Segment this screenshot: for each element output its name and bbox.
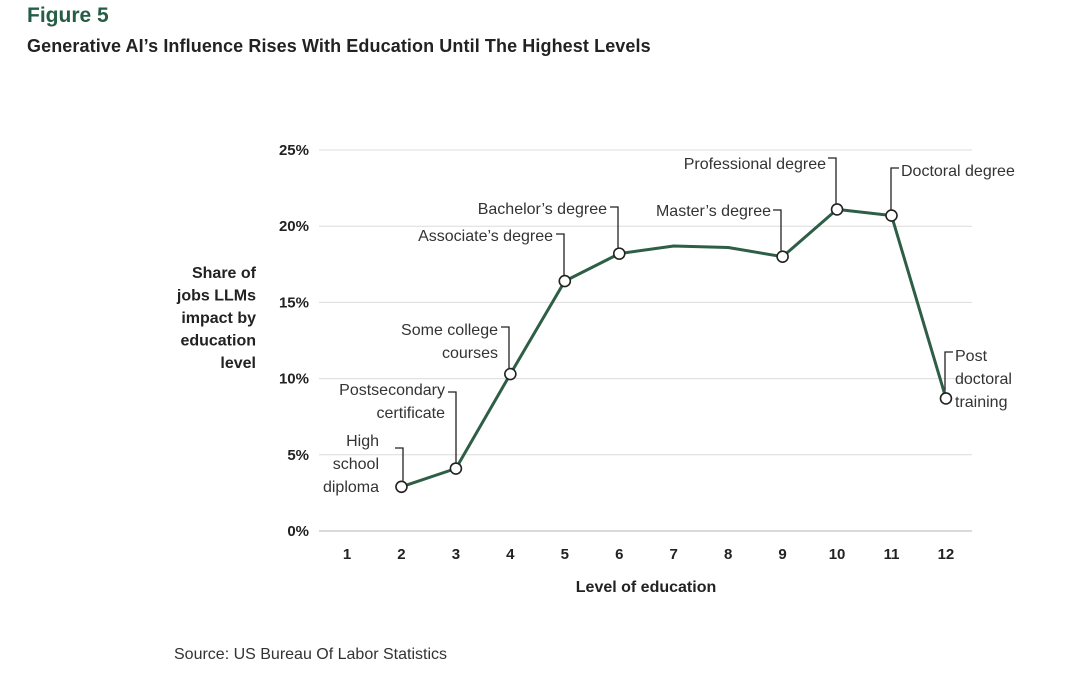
annotation-leader	[890, 167, 899, 210]
y-tick-label: 5%	[287, 447, 309, 464]
annotation-label: Professional degree	[684, 156, 826, 173]
x-tick-label: 4	[506, 546, 515, 563]
annotation-leader	[448, 391, 457, 463]
annotation-label: certificate	[377, 405, 446, 422]
annotation-leader	[944, 351, 953, 393]
y-tick-label: 25%	[279, 142, 309, 159]
x-tick-label: 5	[561, 546, 569, 563]
annotation-label: school	[333, 456, 379, 473]
annotation-label: Bachelor’s degree	[478, 201, 607, 218]
annotation-label: Some college	[401, 322, 498, 339]
y-tick-label: 0%	[287, 523, 309, 540]
y-tick-label: 15%	[279, 294, 309, 311]
y-axis-label-line: level	[220, 355, 256, 372]
annotation-leader	[395, 447, 404, 481]
annotation-label: Master’s degree	[656, 203, 771, 220]
x-tick-label: 1	[343, 546, 351, 563]
annotation-label: Postsecondary	[339, 382, 445, 399]
data-point-marker	[504, 367, 517, 381]
annotations: High school diploma Postsecondary certificat…	[323, 156, 1015, 496]
data-point-marker	[612, 247, 626, 260]
annotation-leaders	[395, 157, 953, 481]
x-tick-label: 10	[829, 546, 846, 563]
y-axis-label-line: Share of	[192, 265, 257, 282]
y-tick-label: 10%	[279, 371, 309, 388]
series-line	[399, 207, 948, 489]
annotation-label: Post	[955, 348, 988, 365]
x-axis-ticks: 1 2 3 4 5 6 7 8 9 10 11 12	[343, 546, 954, 563]
y-axis-label-line: impact by	[181, 310, 256, 327]
annotation-label: training	[955, 394, 1007, 411]
y-axis-ticks: 0% 5% 10% 15% 20% 25%	[279, 142, 309, 540]
x-tick-label: 2	[397, 546, 405, 563]
annotation-label: courses	[442, 345, 498, 362]
annotation-label: Doctoral degree	[901, 163, 1015, 180]
data-point-marker	[449, 462, 463, 475]
x-tick-label: 6	[615, 546, 623, 563]
figure-label: Figure 5	[27, 4, 109, 27]
x-tick-label: 3	[452, 546, 460, 563]
data-point-marker	[558, 274, 572, 288]
y-tick-label: 20%	[279, 218, 309, 235]
data-point-marker	[776, 250, 789, 263]
annotation-label: doctoral	[955, 371, 1012, 388]
data-series	[399, 207, 948, 489]
annotation-label: Associate’s degree	[418, 228, 553, 245]
annotation-label: diploma	[323, 479, 379, 496]
x-tick-label: 7	[670, 546, 678, 563]
source-note: Source: US Bureau Of Labor Statistics	[174, 646, 448, 663]
y-axis-label: Share of jobs LLMs impact by education level	[176, 265, 257, 372]
chart-title: Generative AI’s Influence Rises With Edu…	[27, 36, 651, 56]
annotation-leader	[610, 206, 619, 248]
data-point-marker	[395, 480, 408, 494]
annotation-label: High	[346, 433, 379, 450]
y-axis-label-line: jobs LLMs	[176, 288, 256, 305]
data-point-marker	[939, 392, 953, 405]
data-markers	[395, 203, 953, 494]
annotation-leader	[501, 326, 510, 369]
x-tick-label: 9	[778, 546, 786, 563]
x-tick-label: 11	[884, 546, 900, 563]
x-axis-label: Level of education	[576, 579, 716, 596]
y-axis-label-line: education	[180, 333, 256, 350]
data-point-marker	[885, 209, 898, 222]
annotation-leader	[828, 157, 837, 204]
annotation-leader	[773, 209, 782, 251]
annotation-leader	[556, 233, 565, 276]
data-point-marker	[830, 203, 844, 216]
x-tick-label: 8	[724, 546, 732, 563]
gridlines	[319, 149, 972, 532]
x-tick-label: 12	[938, 546, 955, 563]
